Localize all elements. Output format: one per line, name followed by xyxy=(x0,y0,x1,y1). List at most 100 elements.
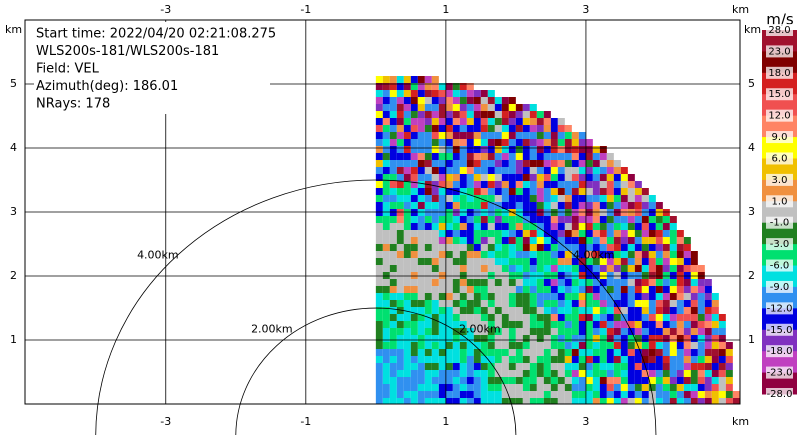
radar-cell xyxy=(620,300,628,307)
radar-cell xyxy=(536,384,544,391)
radar-cell xyxy=(641,286,649,293)
radar-cell xyxy=(403,265,411,272)
radar-cell xyxy=(431,370,439,377)
radar-cell xyxy=(382,377,390,384)
radar-cell xyxy=(431,342,439,349)
radar-cell xyxy=(718,370,726,377)
radar-cell xyxy=(501,188,509,195)
radar-cell xyxy=(459,335,467,342)
radar-cell xyxy=(676,279,684,286)
radar-cell xyxy=(389,398,397,404)
radar-cell xyxy=(396,293,404,300)
radar-cell xyxy=(585,356,593,363)
radar-cell xyxy=(501,174,509,181)
radar-cell xyxy=(487,174,495,181)
radar-cell xyxy=(473,258,481,265)
radar-cell xyxy=(382,167,390,174)
radar-cell xyxy=(382,293,390,300)
radar-cell xyxy=(627,307,635,314)
radar-cell xyxy=(578,398,586,404)
radar-cell xyxy=(424,118,432,125)
radar-cell xyxy=(606,391,614,398)
radar-cell xyxy=(403,209,411,216)
radar-cell xyxy=(718,377,726,384)
radar-cell xyxy=(403,300,411,307)
radar-cell xyxy=(382,300,390,307)
radar-cell xyxy=(690,314,698,321)
radar-cell xyxy=(564,188,572,195)
radar-cell xyxy=(669,377,677,384)
radar-cell xyxy=(599,293,607,300)
radar-cell xyxy=(704,293,712,300)
radar-cell xyxy=(410,195,418,202)
radar-cell xyxy=(606,314,614,321)
radar-cell xyxy=(543,272,551,279)
radar-cell xyxy=(515,349,523,356)
radar-cell xyxy=(403,111,411,118)
radar-cell xyxy=(592,356,600,363)
radar-cell xyxy=(599,160,607,167)
radar-cell xyxy=(431,90,439,97)
radar-cell xyxy=(564,279,572,286)
radar-cell xyxy=(494,265,502,272)
radar-cell xyxy=(683,370,691,377)
radar-cell xyxy=(494,160,502,167)
radar-cell xyxy=(592,314,600,321)
radar-cell xyxy=(620,293,628,300)
radar-cell xyxy=(662,342,670,349)
radar-cell xyxy=(634,363,642,370)
radar-cell xyxy=(641,391,649,398)
radar-cell xyxy=(529,342,537,349)
radar-cell xyxy=(648,230,656,237)
radar-cell xyxy=(480,90,488,97)
radar-cell xyxy=(613,265,621,272)
radar-cell xyxy=(389,370,397,377)
radar-cell xyxy=(431,132,439,139)
radar-cell xyxy=(592,377,600,384)
radar-cell xyxy=(473,321,481,328)
radar-cell xyxy=(585,391,593,398)
radar-cell xyxy=(515,272,523,279)
radar-cell xyxy=(634,195,642,202)
radar-cell xyxy=(585,293,593,300)
radar-cell xyxy=(655,307,663,314)
radar-cell xyxy=(627,286,635,293)
radar-cell xyxy=(452,377,460,384)
radar-cell xyxy=(571,146,579,153)
radar-cell xyxy=(445,349,453,356)
radar-cell xyxy=(459,167,467,174)
radar-cell xyxy=(606,251,614,258)
radar-cell xyxy=(410,391,418,398)
radar-cell xyxy=(375,384,383,391)
x-tick-label: -3 xyxy=(160,415,171,428)
radar-cell xyxy=(613,160,621,167)
radar-cell xyxy=(655,328,663,335)
radar-cell xyxy=(613,300,621,307)
radar-cell xyxy=(683,384,691,391)
radar-cell xyxy=(585,328,593,335)
radar-cell xyxy=(599,286,607,293)
radar-cell xyxy=(522,265,530,272)
radar-cell xyxy=(599,258,607,265)
radar-cell xyxy=(515,335,523,342)
radar-cell xyxy=(396,237,404,244)
radar-cell xyxy=(375,258,383,265)
radar-cell xyxy=(704,307,712,314)
radar-cell xyxy=(396,146,404,153)
radar-cell xyxy=(641,188,649,195)
radar-cell xyxy=(585,272,593,279)
radar-cell xyxy=(690,279,698,286)
radar-cell xyxy=(704,363,712,370)
radar-cell xyxy=(438,363,446,370)
radar-cell xyxy=(445,132,453,139)
radar-cell xyxy=(410,307,418,314)
radar-cell xyxy=(438,321,446,328)
radar-cell xyxy=(529,111,537,118)
radar-cell xyxy=(648,209,656,216)
radar-cell xyxy=(508,223,516,230)
radar-cell xyxy=(620,258,628,265)
radar-cell xyxy=(676,293,684,300)
radar-cell xyxy=(389,160,397,167)
radar-cell xyxy=(578,272,586,279)
radar-cell xyxy=(564,139,572,146)
